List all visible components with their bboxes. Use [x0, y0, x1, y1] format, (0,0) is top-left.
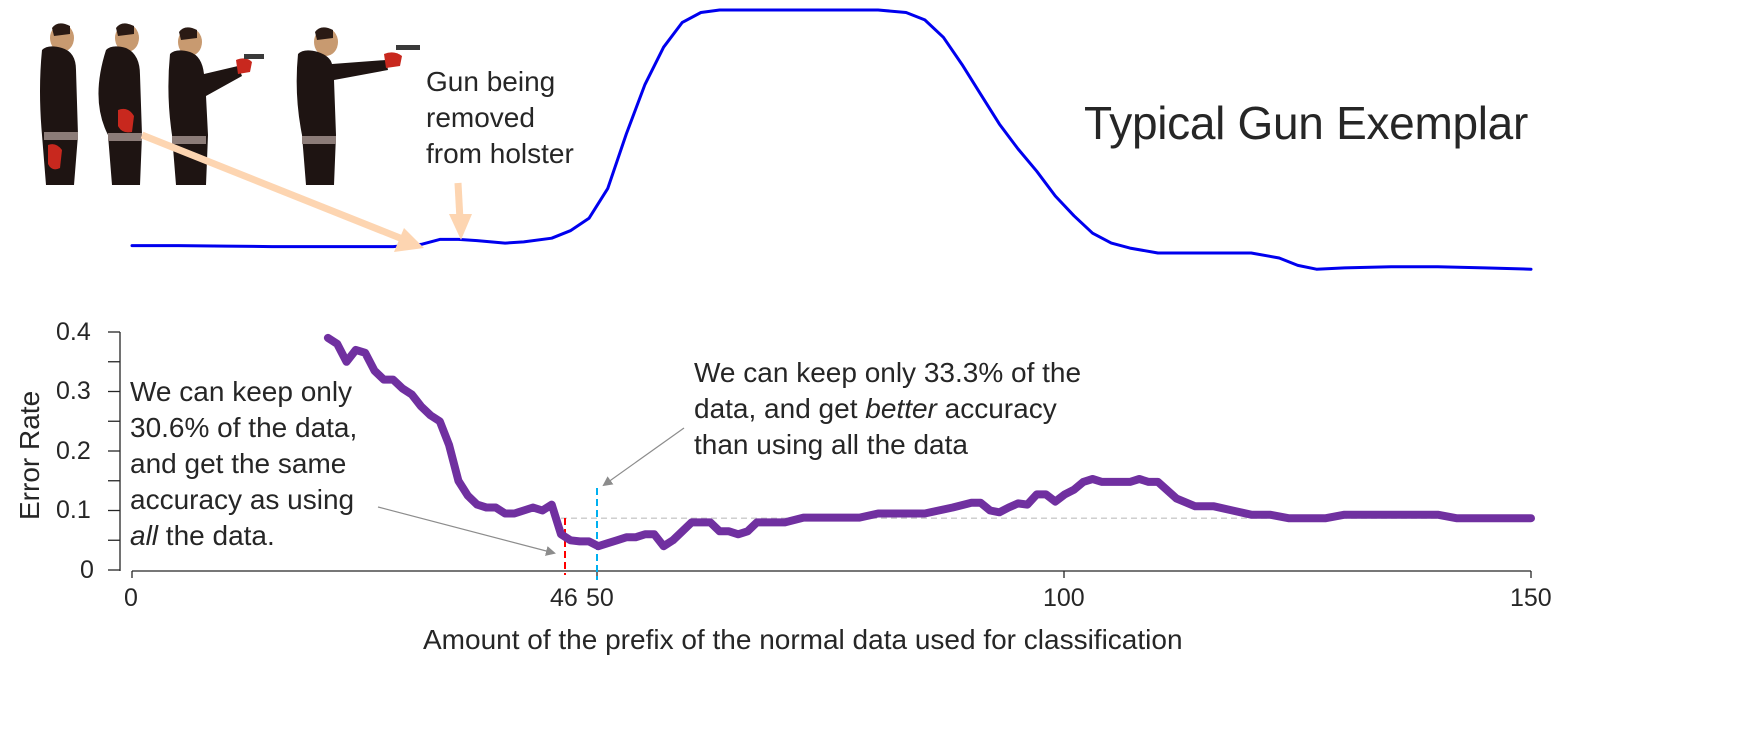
emphasis-all: all	[130, 520, 159, 551]
exemplar-curve	[130, 8, 1533, 271]
figure-frame-4-icon	[296, 27, 420, 186]
diagonal-pointer-arrow-icon	[140, 131, 424, 252]
left-annotation: We can keep only 30.6% of the data, and …	[130, 374, 357, 554]
left-annotation-line: 30.6% of the data,	[130, 412, 358, 443]
x-axis-title: Amount of the prefix of the normal data …	[423, 624, 1183, 655]
y-axis-title: Error Rate	[14, 390, 45, 520]
photo-strip	[40, 23, 420, 186]
holster-annotation-line: Gun being	[426, 66, 556, 97]
left-annotation-line: all the data.	[130, 518, 357, 554]
error-rate-curve	[323, 333, 1535, 551]
left-annotation-line: and get the same	[130, 448, 347, 479]
x-axis	[131, 570, 1532, 578]
x-tick-label: 0	[124, 584, 138, 612]
x-tick-label-50: 50	[586, 584, 614, 612]
y-tick-label: 0.3	[56, 377, 91, 405]
right-annotation-line: data, and get better accuracy	[694, 391, 1081, 427]
holster-annotation: Gun being removed from holster	[426, 64, 574, 172]
right-annotation-post: accuracy	[936, 393, 1057, 424]
right-annotation: We can keep only 33.3% of the data, and …	[694, 355, 1081, 463]
holster-annotation-line: from holster	[426, 138, 574, 169]
left-annotation-line: accuracy as using	[130, 484, 355, 515]
holster-annotation-line: removed	[426, 102, 535, 133]
figure-frame-1-icon	[40, 23, 78, 186]
down-pointer-arrow-icon	[449, 182, 472, 240]
figure-frame-2-icon	[98, 23, 142, 186]
right-annotation-line: We can keep only 33.3% of the	[694, 357, 1082, 388]
emphasis-better: better	[865, 393, 937, 424]
x-tick-label-46: 46	[550, 584, 578, 612]
left-callout-arrow-icon	[377, 506, 556, 556]
y-tick-label: 0.2	[56, 437, 91, 465]
chart-title: Typical Gun Exemplar	[1084, 97, 1528, 149]
right-callout-arrow-icon	[602, 427, 685, 487]
y-tick-label: 0.4	[56, 318, 91, 346]
y-tick-label: 0	[80, 556, 94, 584]
x-tick-label: 100	[1043, 584, 1085, 612]
y-tick-label: 0.1	[56, 496, 91, 524]
right-annotation-pre: data, and get	[694, 393, 866, 424]
pointer-arrows	[140, 131, 472, 252]
y-axis	[108, 331, 121, 571]
left-annotation-line: We can keep only	[130, 376, 353, 407]
x-tick-label: 150	[1510, 584, 1552, 612]
right-annotation-line: than using all the data	[694, 429, 968, 460]
left-annotation-tail: the data.	[158, 520, 275, 551]
